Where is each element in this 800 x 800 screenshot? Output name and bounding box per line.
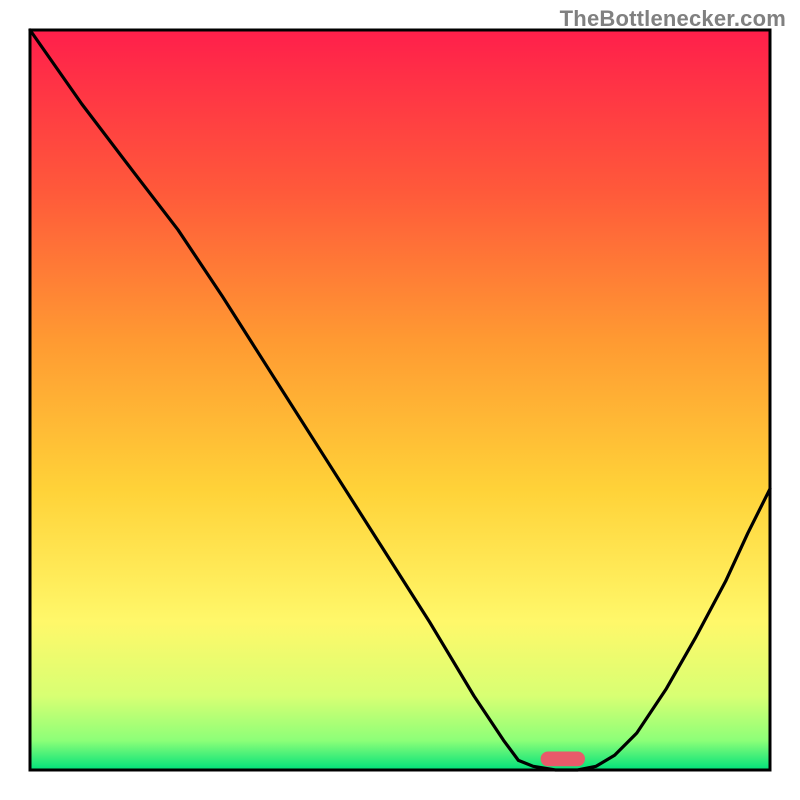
chart-svg bbox=[0, 0, 800, 800]
chart-container: TheBottlenecker.com bbox=[0, 0, 800, 800]
minimum-marker bbox=[541, 752, 585, 767]
chart-background bbox=[30, 30, 770, 770]
